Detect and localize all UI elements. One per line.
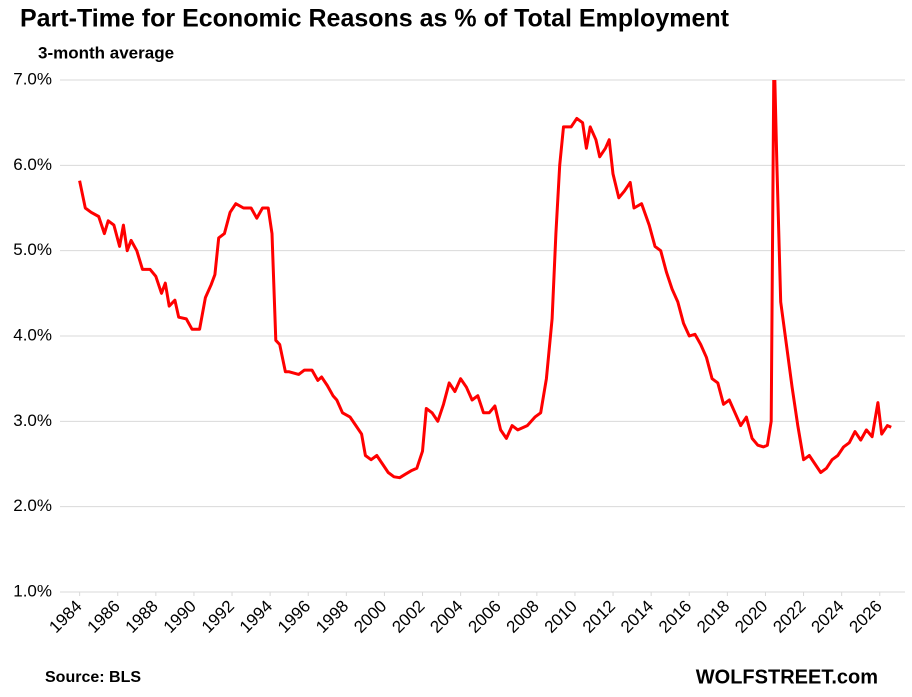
x-tick-label: 2024 (807, 597, 847, 637)
chart-subtitle: 3-month average (38, 43, 174, 62)
x-tick-label: 2022 (769, 597, 809, 637)
x-tick-label: 1992 (198, 597, 238, 637)
y-tick-label: 5.0% (13, 240, 52, 259)
y-tick-label: 6.0% (13, 155, 52, 174)
x-tick-label: 2002 (388, 597, 428, 637)
x-tick-label: 2016 (655, 597, 695, 637)
x-tick-label: 2014 (617, 597, 657, 637)
y-tick-label: 1.0% (13, 581, 52, 600)
x-tick-label: 2026 (846, 597, 886, 637)
x-tick-label: 2010 (541, 597, 581, 637)
y-tick-label: 4.0% (13, 325, 52, 344)
x-tick-label: 2008 (503, 597, 543, 637)
y-tick-label: 2.0% (13, 496, 52, 515)
x-tick-label: 2006 (465, 597, 505, 637)
x-tick-label: 1984 (45, 597, 85, 637)
x-tick-label: 1988 (122, 597, 162, 637)
chart-title: Part-Time for Economic Reasons as % of T… (20, 5, 730, 33)
x-tick-label: 1990 (160, 597, 200, 637)
y-tick-label: 7.0% (13, 69, 52, 88)
x-tick-label: 2018 (693, 597, 733, 637)
x-tick-label: 1996 (274, 597, 314, 637)
data-line (78, 80, 892, 480)
x-tick-label: 1998 (312, 597, 352, 637)
x-tick-label: 2020 (731, 597, 771, 637)
source: Source: BLS (45, 669, 141, 686)
x-tick-label: 1994 (236, 597, 276, 637)
x-tick-label: 1986 (84, 597, 124, 637)
y-tick-label: 3.0% (13, 411, 52, 430)
x-tick-label: 2012 (579, 597, 619, 637)
x-tick-label: 2000 (350, 597, 390, 637)
brand: WOLFSTREET.com (696, 666, 878, 688)
x-tick-label: 2004 (426, 597, 466, 637)
